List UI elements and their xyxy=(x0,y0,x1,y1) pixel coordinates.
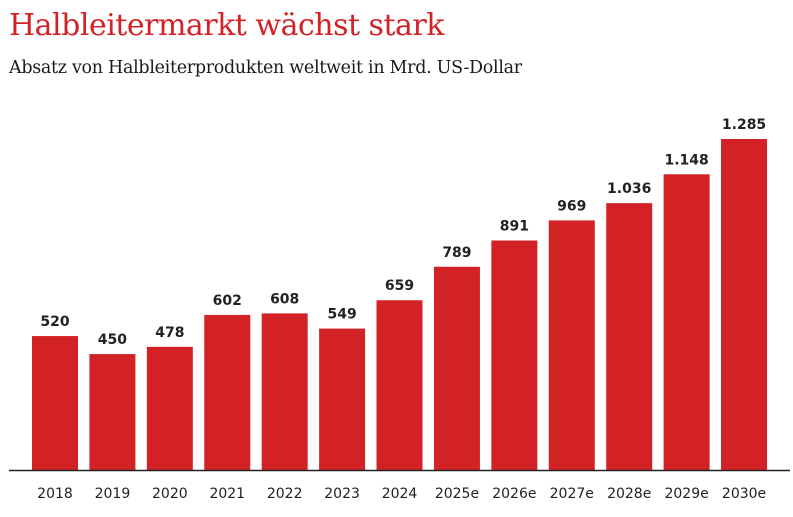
x-tick-label: 2024 xyxy=(382,486,418,502)
value-label: 789 xyxy=(442,245,471,261)
x-tick-label: 2027e xyxy=(550,486,594,502)
bar-2029e xyxy=(663,174,710,470)
bar-2020 xyxy=(146,346,193,470)
x-tick-label: 2026e xyxy=(492,486,536,502)
value-label: 969 xyxy=(557,198,586,214)
bar-2025e xyxy=(433,266,480,470)
chart-title: Halbleitermarkt wächst stark xyxy=(9,8,444,43)
value-label: 1.148 xyxy=(664,152,708,168)
value-label: 608 xyxy=(270,291,299,307)
bar-2026e xyxy=(491,240,538,470)
bar-2027e xyxy=(548,220,595,470)
x-tick-label: 2018 xyxy=(37,486,73,502)
value-label: 1.036 xyxy=(607,181,651,197)
x-tick-label: 2019 xyxy=(95,486,131,502)
x-tick-label: 2022 xyxy=(267,486,303,502)
bar-2019 xyxy=(89,354,136,470)
chart-subtitle: Absatz von Halbleiterprodukten weltweit … xyxy=(9,58,522,78)
value-label: 891 xyxy=(500,218,529,234)
value-label: 450 xyxy=(98,332,127,348)
bar-2023 xyxy=(319,328,366,470)
bar-2018 xyxy=(32,336,78,470)
x-tick-label: 2028e xyxy=(607,486,651,502)
value-label: 520 xyxy=(40,314,69,330)
bar-2021 xyxy=(204,314,251,470)
x-tick-label: 2021 xyxy=(209,486,245,502)
bar-2022 xyxy=(261,313,308,470)
bar-2028e xyxy=(606,203,653,471)
bar-2024 xyxy=(376,300,423,470)
value-label: 602 xyxy=(213,293,242,309)
x-tick-label: 2020 xyxy=(152,486,188,502)
bar-2030e xyxy=(721,139,768,470)
value-label: 1.285 xyxy=(722,117,766,133)
x-tick-label: 2025e xyxy=(435,486,479,502)
x-tick-label: 2030e xyxy=(722,486,766,502)
x-tick-label: 2029e xyxy=(664,486,708,502)
value-label: 659 xyxy=(385,278,414,294)
value-label: 478 xyxy=(155,325,184,341)
x-tick-label: 2023 xyxy=(324,486,360,502)
value-label: 549 xyxy=(327,307,356,323)
